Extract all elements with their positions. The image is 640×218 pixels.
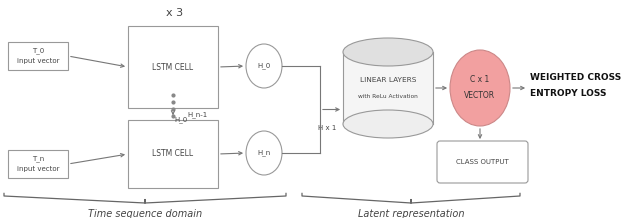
Text: VECTOR: VECTOR bbox=[465, 92, 495, 100]
Text: LSTM CELL: LSTM CELL bbox=[152, 63, 193, 72]
Text: T_n: T_n bbox=[32, 156, 44, 162]
Ellipse shape bbox=[450, 50, 510, 126]
Text: Latent representation: Latent representation bbox=[358, 209, 464, 218]
Text: WEIGHTED CROSS: WEIGHTED CROSS bbox=[530, 73, 621, 82]
Text: Time sequence domain: Time sequence domain bbox=[88, 209, 202, 218]
Bar bbox=[128, 120, 218, 188]
Ellipse shape bbox=[246, 44, 282, 88]
Bar bbox=[8, 150, 68, 178]
Text: T_0: T_0 bbox=[32, 48, 44, 54]
Text: LSTM CELL: LSTM CELL bbox=[152, 150, 193, 158]
Text: H x 1: H x 1 bbox=[318, 124, 337, 131]
Text: H_0: H_0 bbox=[257, 63, 271, 69]
Bar bbox=[8, 42, 68, 70]
Text: ENTROPY LOSS: ENTROPY LOSS bbox=[530, 89, 607, 97]
Ellipse shape bbox=[246, 131, 282, 175]
Text: CLASS OUTPUT: CLASS OUTPUT bbox=[456, 159, 509, 165]
Text: H_0: H_0 bbox=[174, 116, 188, 123]
Text: input vector: input vector bbox=[17, 58, 60, 64]
Text: H_n-1: H_n-1 bbox=[187, 111, 207, 118]
Ellipse shape bbox=[343, 38, 433, 66]
Text: LINEAR LAYERS: LINEAR LAYERS bbox=[360, 77, 416, 83]
Bar bbox=[128, 26, 218, 108]
Ellipse shape bbox=[343, 110, 433, 138]
Bar bbox=[343, 52, 433, 124]
FancyBboxPatch shape bbox=[437, 141, 528, 183]
Text: with ReLu Activation: with ReLu Activation bbox=[358, 94, 418, 99]
Text: H_n: H_n bbox=[257, 150, 271, 156]
Text: C x 1: C x 1 bbox=[470, 75, 490, 85]
Text: input vector: input vector bbox=[17, 166, 60, 172]
Text: x 3: x 3 bbox=[166, 8, 184, 18]
